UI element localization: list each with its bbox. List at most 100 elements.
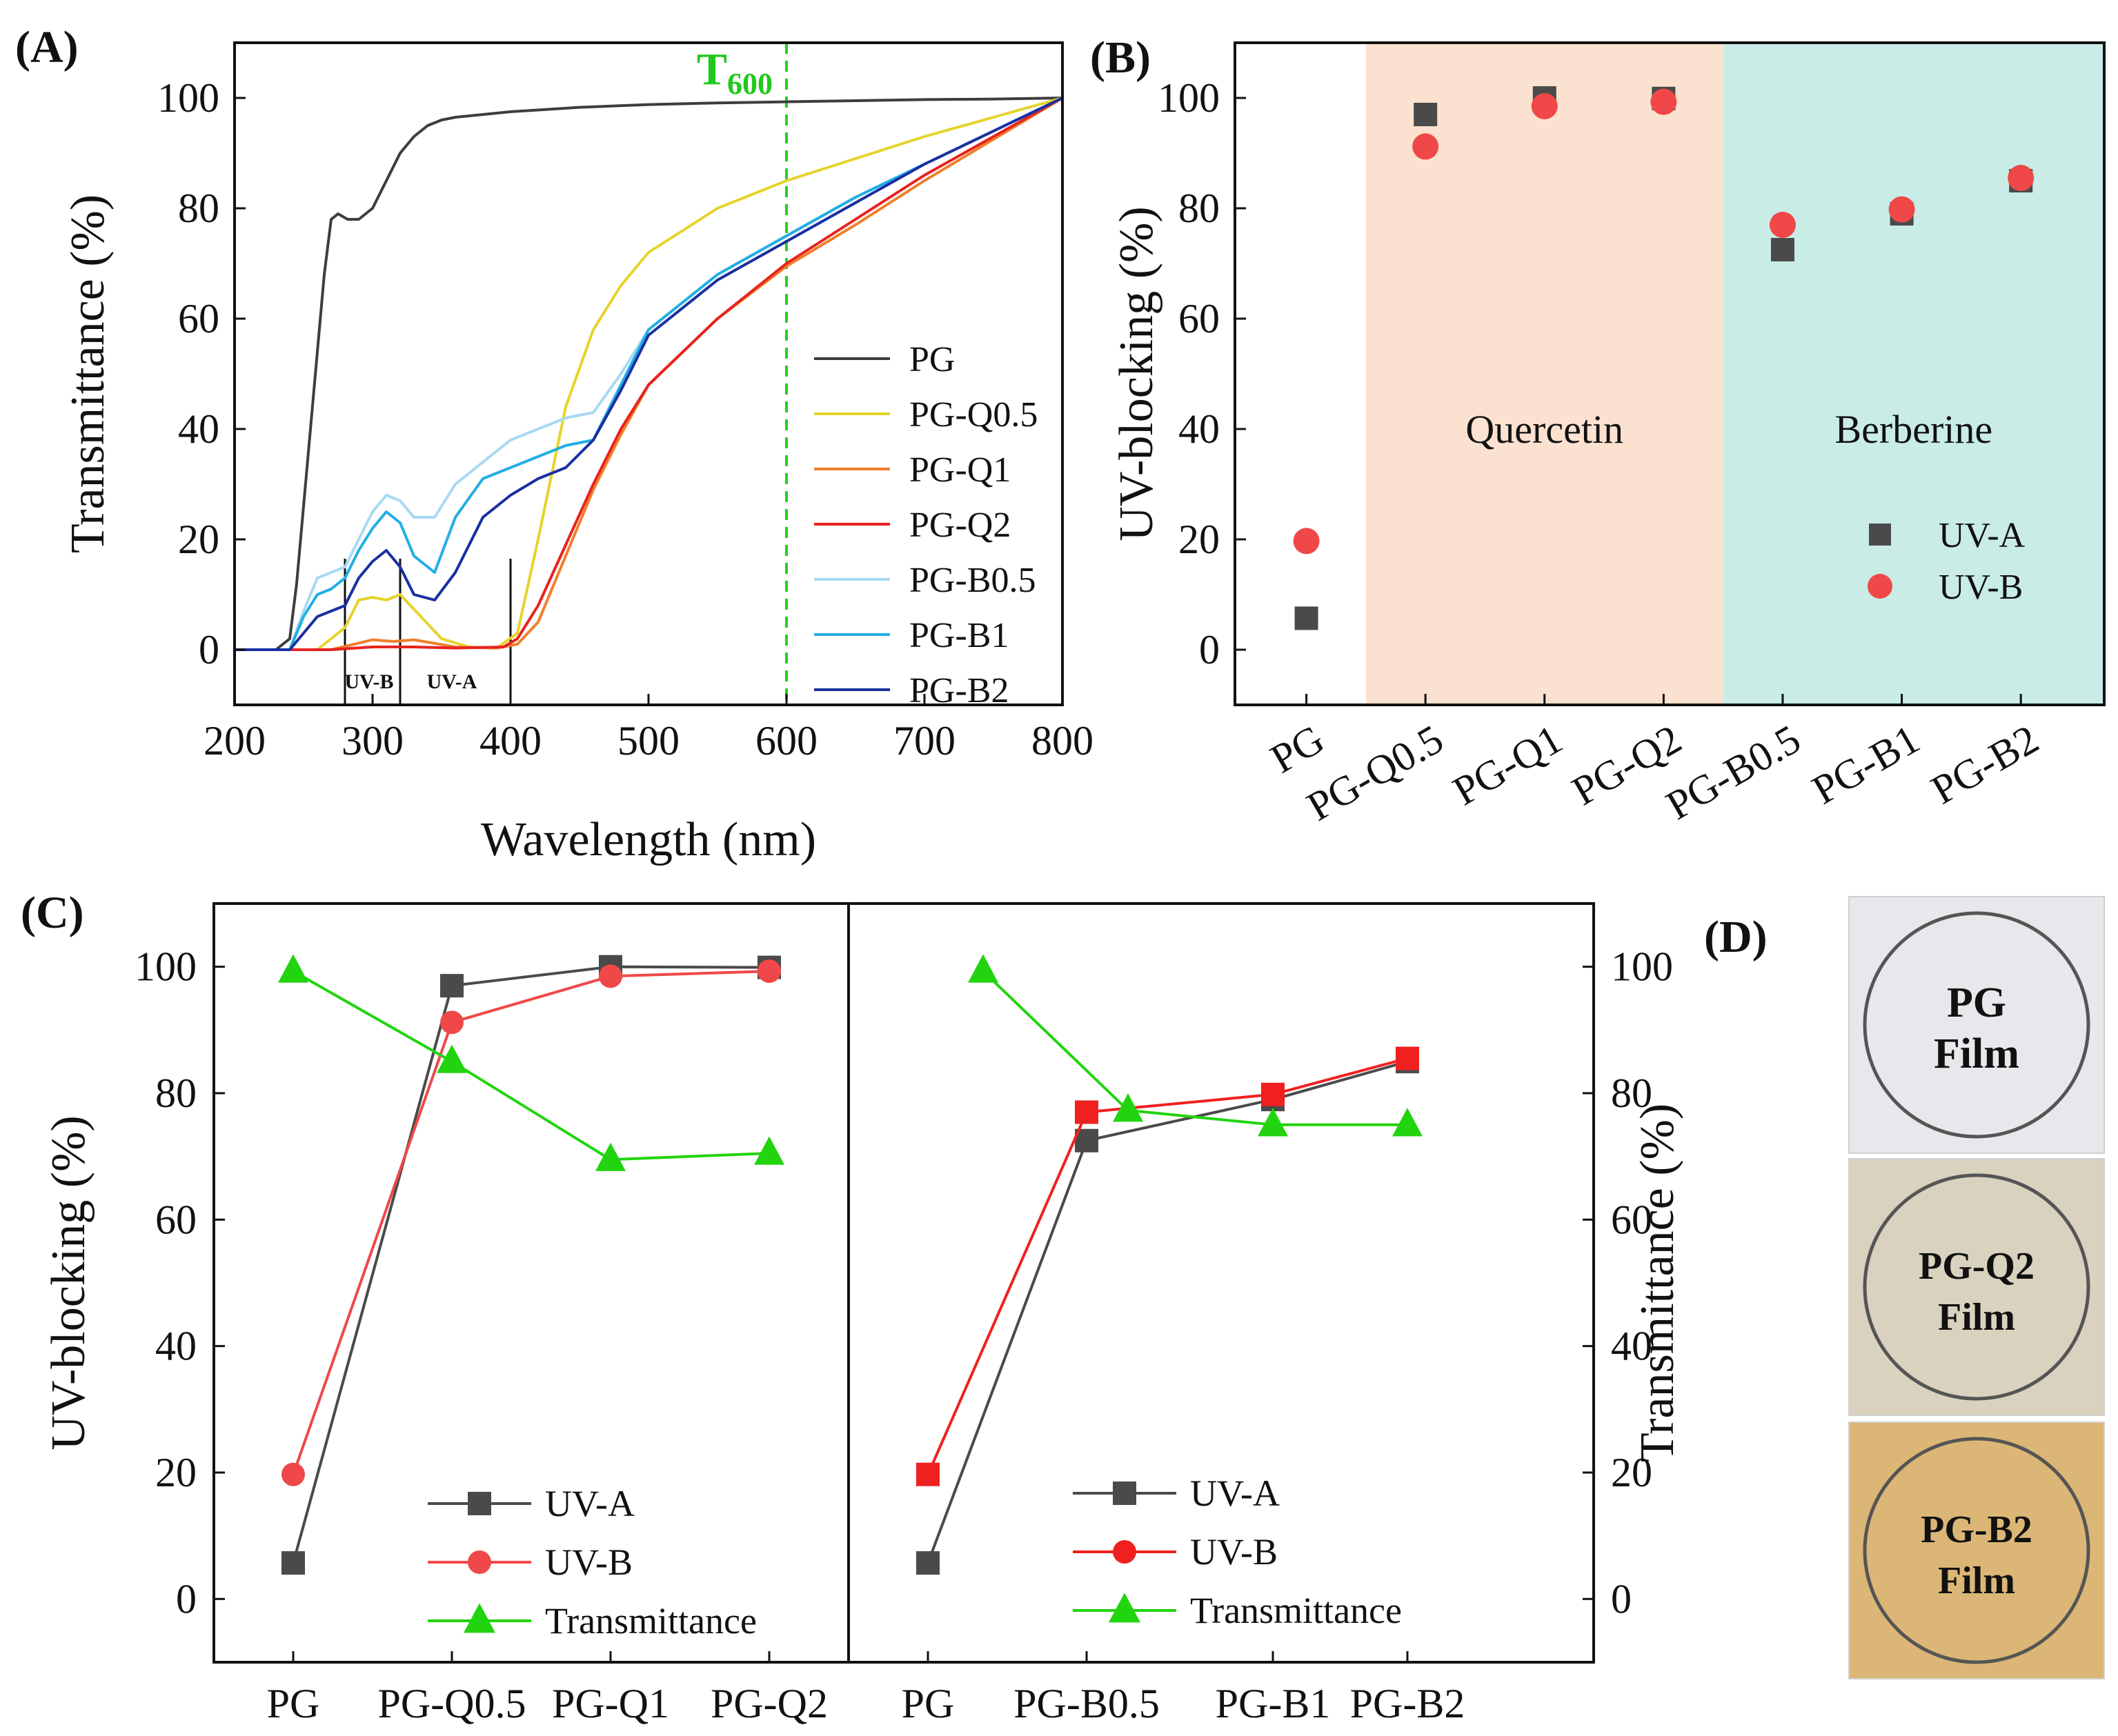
panel-b-legend-label: UV-A bbox=[1939, 516, 2026, 555]
film-circle-outline bbox=[1863, 1173, 2090, 1401]
panel-c-legend-marker bbox=[1113, 1540, 1136, 1564]
panel-b-ytick-label: 100 bbox=[1158, 75, 1220, 121]
panel-a-series-pg bbox=[235, 97, 1063, 651]
panel-b-point-uv-b bbox=[1412, 133, 1439, 160]
panel-b-ytick-label: 0 bbox=[1199, 627, 1220, 672]
film-photo-label-line1: PG-Q2 bbox=[1919, 1245, 2035, 1288]
panel-a-ytick-label: 100 bbox=[157, 75, 219, 121]
panel-a-t600-sub: 600 bbox=[727, 67, 773, 101]
panel-c-legend-marker bbox=[468, 1492, 491, 1515]
panel-b-legend-label: UV-B bbox=[1939, 568, 2023, 607]
film-photo bbox=[1848, 1158, 2105, 1416]
panel-c-ytick-label-right: 60 bbox=[1611, 1197, 1652, 1242]
panel-b-xtick-label: PG-Q1 bbox=[1445, 716, 1570, 814]
panel-a-xtick-label: 400 bbox=[479, 718, 542, 764]
panel-c-point-transmittance bbox=[278, 954, 308, 983]
panel-a-ytick-label: 0 bbox=[199, 627, 219, 672]
film-photo bbox=[1848, 1421, 2105, 1679]
panel-b-plot-area bbox=[1293, 86, 2035, 630]
panel-a-uvb-label: UV-B bbox=[344, 670, 393, 693]
panel-b-point-uv-a bbox=[1414, 103, 1438, 126]
panel-a-xlabel: Wavelength (nm) bbox=[481, 813, 816, 866]
panel-c-series-uv-b bbox=[927, 1057, 1408, 1475]
panel-b-point-uv-b bbox=[1650, 88, 1677, 115]
panel-c-ytick-label-right: 100 bbox=[1611, 944, 1673, 990]
panel-c-ticks: PG PG-Q0.5 PG-Q1 PG-Q2 0 20 40 60 80 100 PG PG-B0.5… bbox=[135, 944, 1673, 1726]
panel-a-ytick-label: 80 bbox=[178, 186, 219, 231]
panel-c-point-uv-b bbox=[758, 959, 781, 984]
film-photo-label-line2: Film bbox=[1938, 1559, 2015, 1602]
panel-b-region-label: Berberine bbox=[1834, 407, 1992, 452]
panel-a-series-pg-b1 bbox=[235, 97, 1063, 651]
panel-a-legend-label: PG-B1 bbox=[909, 616, 1009, 655]
panel-a-legend-label: PG-Q2 bbox=[909, 506, 1011, 545]
panel-b-legend-marker bbox=[1869, 523, 1891, 546]
panel-a-xtick-label: 700 bbox=[893, 718, 956, 764]
panel-c-point-uv-a bbox=[440, 974, 464, 998]
panel-b-legend: UV-A UV-B bbox=[1868, 516, 2026, 607]
panel-c-ylabel-right: Transmittance (%) bbox=[1631, 1104, 1684, 1462]
panel-c-point-uv-b bbox=[1261, 1082, 1285, 1106]
panel-b-region-label: Quercetin bbox=[1465, 407, 1623, 452]
panel-c-ytick-label-left: 0 bbox=[176, 1576, 197, 1622]
panel-c-ytick-label-left: 60 bbox=[155, 1197, 197, 1242]
film-photo-label-line2: Film bbox=[1938, 1296, 2015, 1339]
panel-c-plot-area bbox=[278, 954, 1423, 1575]
panel-c-point-transmittance bbox=[754, 1136, 784, 1165]
panel-b-xtick-label: PG-B1 bbox=[1805, 716, 1927, 813]
panel-b-point-uv-a bbox=[1770, 238, 1794, 261]
panel-c-ytick-label-right: 80 bbox=[1611, 1070, 1652, 1116]
panel-a-ytick-label: 40 bbox=[178, 406, 219, 452]
panel-a-xtick-label: 300 bbox=[342, 718, 404, 764]
panel-label-a: (A) bbox=[15, 22, 79, 72]
panel-b-point-uv-b bbox=[2008, 165, 2035, 191]
panel-c-point-transmittance bbox=[595, 1142, 626, 1171]
panel-a-series-pg-q2 bbox=[235, 97, 1063, 651]
panel-c-legend-label: UV-A bbox=[1190, 1473, 1280, 1514]
panel-a-legend-label: PG-B0.5 bbox=[909, 561, 1036, 600]
panel-c-point-uv-b bbox=[599, 964, 622, 988]
panel-b-point-uv-b bbox=[1531, 93, 1558, 119]
panel-a-t600-label: T600 bbox=[697, 44, 773, 101]
panel-c-ytick-label-left: 80 bbox=[155, 1070, 197, 1116]
panel-c-ylabel-left: UV-blocking (%) bbox=[42, 1115, 95, 1450]
panel-c-xtick-label: PG bbox=[267, 1681, 320, 1726]
panel-c-ytick-label-left: 20 bbox=[155, 1450, 197, 1495]
panel-b-legend-marker bbox=[1868, 574, 1892, 599]
panel-label-c: (C) bbox=[21, 888, 84, 938]
panel-c-frame bbox=[212, 902, 1595, 1664]
panel-c-legend-marker bbox=[1109, 1593, 1140, 1623]
panel-c-series-uv-b bbox=[292, 970, 770, 1475]
panel-b-point-uv-b bbox=[1769, 212, 1796, 238]
panel-c-ytick-label-left: 100 bbox=[135, 944, 197, 990]
panel-c-series-uv-a bbox=[292, 965, 770, 1564]
panel-a-series-pg-q1 bbox=[235, 97, 1064, 651]
panel-b-ytick-label: 60 bbox=[1178, 296, 1220, 341]
panel-c-point-transmittance bbox=[1113, 1093, 1143, 1122]
panel-a-ylabel: Transmittance (%) bbox=[61, 194, 115, 553]
panel-c-point-transmittance bbox=[1392, 1108, 1423, 1137]
panel-c-ytick-label-right: 40 bbox=[1611, 1324, 1652, 1369]
panel-c-uv-transmittance-chart: PG PG-Q0.5 PG-Q1 PG-Q2 0 20 40 60 80 100 PG PG-B0.5… bbox=[42, 902, 1684, 1726]
panel-c-xtick-label: PG-B1 bbox=[1216, 1681, 1331, 1726]
panel-b-point-uv-b bbox=[1888, 196, 1915, 223]
panel-b-xtick-label: PG-Q0.5 bbox=[1299, 716, 1450, 830]
panel-c-series-uv-a bbox=[927, 1060, 1408, 1564]
panel-c-legend-label: Transmittance bbox=[1190, 1590, 1402, 1631]
panel-a-legend-label: PG-B2 bbox=[909, 671, 1009, 710]
panel-c-series-transmittance bbox=[293, 970, 770, 1161]
panel-c-xtick-label: PG-Q1 bbox=[552, 1681, 669, 1726]
panel-a-ytick-label: 20 bbox=[178, 517, 219, 562]
film-circle-outline bbox=[1863, 911, 2090, 1139]
panel-a-plot-area bbox=[235, 43, 1064, 705]
panel-b-region-berberine bbox=[1723, 43, 2104, 705]
panel-c-xtick-label: PG-B0.5 bbox=[1013, 1681, 1160, 1726]
panel-b-point-uv-b bbox=[1293, 528, 1320, 555]
film-photo bbox=[1848, 896, 2105, 1154]
panel-a-legend-label: PG-Q0.5 bbox=[909, 395, 1038, 435]
panel-b-xtick-label: PG-B0.5 bbox=[1659, 716, 1808, 828]
panel-c-legend-label: UV-A bbox=[545, 1483, 635, 1524]
panel-b-ytick-label: 40 bbox=[1178, 406, 1220, 452]
